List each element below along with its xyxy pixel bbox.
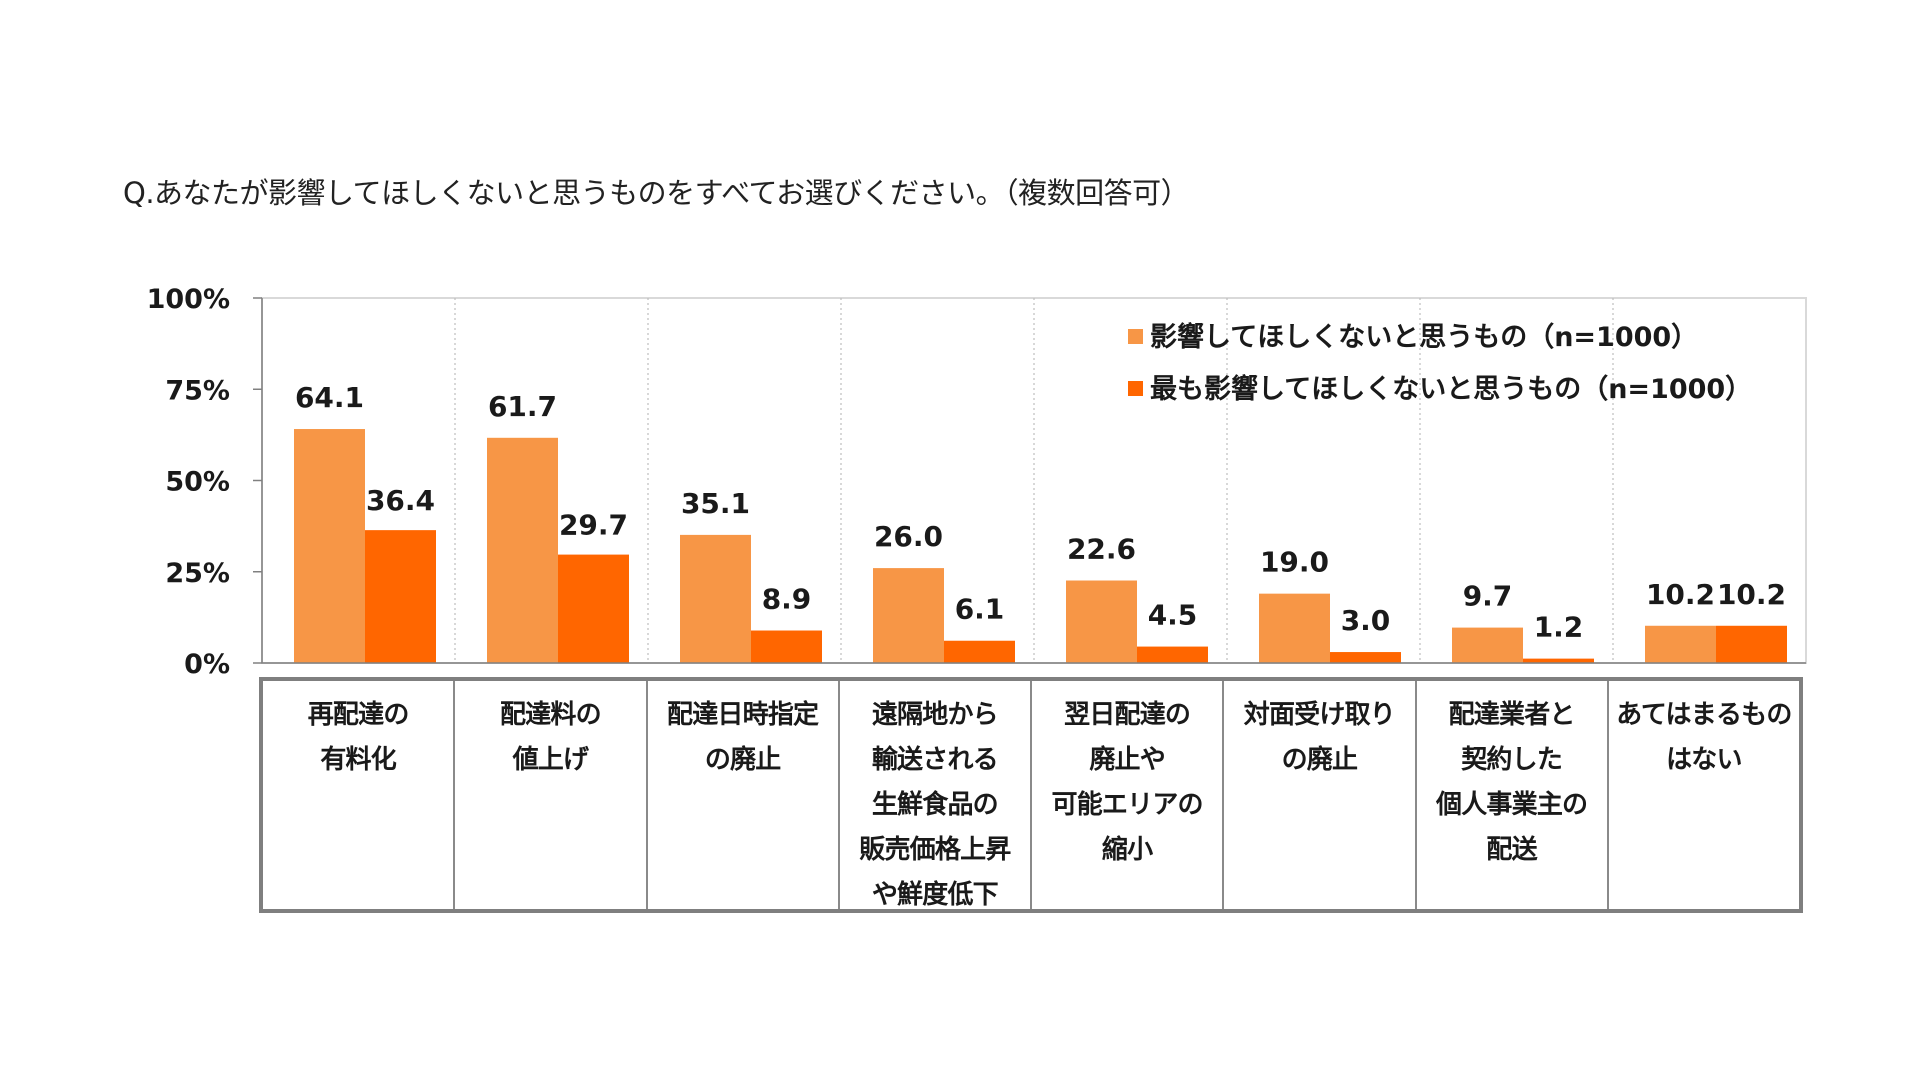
category-label-cell: 翌日配達の廃止や可能エリアの 縮小 xyxy=(1032,681,1225,909)
bar-series1 xyxy=(1452,627,1523,663)
bar-series2 xyxy=(1137,646,1208,663)
category-label-line: の廃止 xyxy=(704,745,781,775)
category-label-line: や鮮度低下 xyxy=(871,880,999,910)
category-label-line: あてはまるもの xyxy=(1616,700,1792,730)
data-label-series1: 64.1 xyxy=(295,381,364,414)
data-label-series2: 8.9 xyxy=(762,583,812,616)
category-label-line: 縮小 xyxy=(1101,835,1153,865)
category-label-line: 廃止や xyxy=(1089,745,1165,775)
data-label-series1: 61.7 xyxy=(488,390,557,423)
bar-series2 xyxy=(365,530,436,663)
data-label-series2: 10.2 xyxy=(1717,578,1786,611)
legend-swatch xyxy=(1128,381,1143,396)
data-label-series1: 22.6 xyxy=(1067,533,1136,566)
category-label-cell: 対面受け取り の廃止 xyxy=(1224,681,1417,909)
category-label-cell: あてはまるもの はない xyxy=(1609,681,1799,909)
data-label-series2: 6.1 xyxy=(955,593,1005,626)
bar-series2 xyxy=(944,640,1015,663)
data-label-series1: 35.1 xyxy=(681,487,750,520)
bar-series1 xyxy=(1066,580,1137,663)
data-label-series2: 4.5 xyxy=(1148,599,1198,632)
category-label-line: 配達日時指定 xyxy=(667,700,819,730)
category-label-line: 有料化 xyxy=(320,745,396,775)
bar-series1 xyxy=(680,534,751,663)
y-tick-label: 25% xyxy=(165,558,230,589)
bar-series1 xyxy=(487,437,558,663)
category-label-line: 配達料の xyxy=(499,700,602,730)
bar-chart: 100% 75% 50% 25% 0% 64.1 36.4 61.7 29.7 35.1 8.9 26… xyxy=(147,284,1807,680)
data-label-series2: 29.7 xyxy=(559,509,628,542)
category-label-line: 対面受け取り xyxy=(1243,700,1396,730)
data-label-series1: 26.0 xyxy=(874,520,943,553)
category-label-line: はない xyxy=(1666,745,1742,775)
bar-series1 xyxy=(873,568,944,663)
category-label-line: の廃止 xyxy=(1281,745,1358,775)
category-label-line: 輸送される xyxy=(871,745,999,775)
category-label-line: 遠隔地から xyxy=(871,700,999,730)
y-tick-label: 100% xyxy=(147,284,230,315)
data-label-series2: 3.0 xyxy=(1341,604,1391,637)
legend-label: 影響してほしくないと思うもの（n=1000） xyxy=(1150,321,1698,353)
category-label-cell: 遠隔地から輸送される生鮮食品の販売価格上昇 や鮮度低下 xyxy=(840,681,1032,910)
bar-series1 xyxy=(1645,625,1716,663)
bar-series2 xyxy=(558,554,629,663)
data-label-series2: 1.2 xyxy=(1534,611,1584,644)
data-label-series1: 9.7 xyxy=(1463,580,1513,613)
category-label-line: 販売価格上昇 xyxy=(859,835,1011,865)
bar-series2 xyxy=(1716,625,1787,663)
legend-label: 最も影響してほしくないと思うもの（n=1000） xyxy=(1150,373,1752,405)
data-label-series1: 19.0 xyxy=(1260,546,1329,579)
category-label-line: 可能エリアの xyxy=(1051,790,1204,820)
bar-series2 xyxy=(1330,652,1401,663)
bar-series1 xyxy=(294,429,365,663)
category-label-line: 配達業者と xyxy=(1448,700,1576,730)
category-label-line: 再配達の xyxy=(307,700,410,730)
y-tick-label: 0% xyxy=(184,649,230,680)
category-label-cell: 再配達の 有料化 xyxy=(263,681,456,909)
category-label-line: 配送 xyxy=(1486,835,1537,865)
category-label-line: 契約した xyxy=(1461,745,1563,775)
question-title: Q.あなたが影響してほしくないと思うものをすべてお選びください。（複数回答可） xyxy=(123,176,1190,210)
category-label-line: 個人事業主の xyxy=(1436,790,1588,820)
bar-series1 xyxy=(1259,593,1330,663)
y-tick-label: 50% xyxy=(165,467,230,498)
bar-series2 xyxy=(1523,658,1594,663)
bar-series2 xyxy=(751,630,822,663)
y-tick-label: 75% xyxy=(165,375,230,406)
data-label-series2: 36.4 xyxy=(366,484,435,517)
legend-swatch xyxy=(1128,329,1143,344)
category-label-cell: 配達業者と契約した個人事業主の 配送 xyxy=(1417,681,1609,909)
category-label-cell: 配達料の 値上げ xyxy=(455,681,648,909)
category-label-table: 再配達の 有料化 配達料の 値上げ 配達日時指定 の廃止 遠隔地から 輸送される 生鮮食品の 販売… xyxy=(259,677,1803,913)
category-label-line: 生鮮食品の xyxy=(871,790,999,820)
category-label-line: 値上げ xyxy=(512,745,589,775)
category-label-line: 翌日配達の xyxy=(1064,700,1191,730)
data-label-series1: 10.2 xyxy=(1646,578,1715,611)
category-label-cell: 配達日時指定 の廃止 xyxy=(648,681,840,909)
